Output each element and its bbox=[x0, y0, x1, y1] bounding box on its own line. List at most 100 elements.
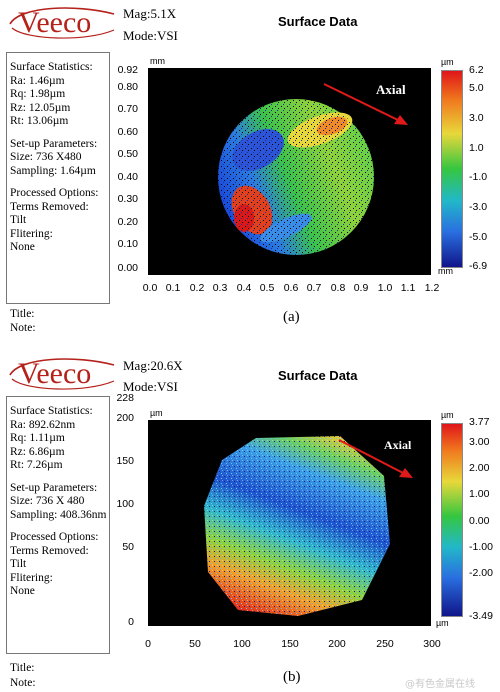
mode-label: Mode:VSI bbox=[123, 28, 178, 43]
logo-text: Veeco bbox=[18, 357, 92, 390]
note-label: Note: bbox=[10, 677, 36, 689]
colorbar-tick: 3.0 bbox=[469, 112, 484, 124]
x-unit: µm bbox=[436, 618, 449, 628]
x-tick-label: 150 bbox=[281, 638, 299, 650]
setup-heading: Set-up Parameters: bbox=[10, 481, 98, 494]
processed-none: None bbox=[10, 585, 35, 597]
colorbar-unit: µm bbox=[441, 410, 454, 420]
magnification-label: Mag:20.6X bbox=[123, 358, 183, 373]
processed-terms-removed: Terms Removed: bbox=[10, 544, 89, 557]
setup-size: Size: 736 X480 bbox=[10, 151, 82, 163]
x-tick-label: 0.0 bbox=[142, 282, 158, 294]
surface-data-title: Surface Data bbox=[278, 368, 358, 383]
x-tick-label: 300 bbox=[423, 638, 441, 650]
processed-tilt: Tilt bbox=[10, 558, 27, 570]
x-tick-label: 1.2 bbox=[424, 282, 440, 294]
colorbar-tick: -6.9 bbox=[469, 260, 488, 272]
x-tick-label: 0.7 bbox=[306, 282, 322, 294]
colorbar-tick: -2.00 bbox=[469, 567, 493, 579]
figure-caption: (b) bbox=[283, 669, 301, 685]
x-tick-label: 1.0 bbox=[377, 282, 393, 294]
processed-heading: Processed Options: bbox=[10, 531, 99, 543]
y-unit: µm bbox=[150, 408, 163, 418]
x-tick-label: 0.2 bbox=[189, 282, 205, 294]
colorbar-tick: -3.49 bbox=[469, 610, 493, 622]
colorbar-tick: 3.77 bbox=[469, 416, 490, 428]
y-tick-label: 0 bbox=[128, 616, 134, 628]
colorbar-tick: 1.0 bbox=[469, 142, 484, 154]
colorbar bbox=[441, 70, 463, 268]
colorbar-tick: 2.00 bbox=[469, 462, 490, 474]
y-unit: mm bbox=[150, 56, 165, 66]
note-label: Note: bbox=[10, 322, 36, 334]
stat-rt: Rt: 13.06µm bbox=[10, 115, 69, 127]
surface-map bbox=[148, 420, 431, 626]
colorbar-tick: -5.0 bbox=[469, 231, 488, 243]
veeco-logo: Veeco bbox=[6, 355, 118, 393]
processed-filtering: Flitering: bbox=[10, 227, 53, 240]
colorbar-unit: µm bbox=[441, 57, 454, 67]
x-tick-label: 0.4 bbox=[236, 282, 252, 294]
x-tick-label: 250 bbox=[376, 638, 394, 650]
axial-arrow bbox=[323, 83, 408, 125]
stat-rq: Rq: 1.11µm bbox=[10, 432, 65, 444]
x-tick-label: 0 bbox=[145, 638, 151, 650]
panel-b: Veeco Mag:20.6X Mode:VSI Surface Data Su… bbox=[0, 352, 500, 692]
stat-rz: Rz: 6.86µm bbox=[10, 445, 65, 458]
y-tick-label: 0.40 bbox=[117, 171, 138, 183]
setup-size: Size: 736 X 480 bbox=[10, 495, 85, 507]
x-tick-label: 0.9 bbox=[353, 282, 369, 294]
magnification-label: Mag:5.1X bbox=[123, 6, 177, 21]
y-tick-label: 0.60 bbox=[117, 126, 138, 138]
y-tick-label: 200 bbox=[116, 412, 134, 424]
panel-a: Veeco Mag:5.1X Mode:VSI Surface Data Sur… bbox=[0, 0, 500, 335]
colorbar-tick: 5.0 bbox=[469, 82, 484, 94]
title-label: Title: bbox=[10, 308, 35, 320]
statistics-panel: Surface Statistics: Ra: 892.62nm Rq: 1.1… bbox=[6, 396, 110, 654]
x-unit: mm bbox=[438, 266, 453, 276]
colorbar-tick: -1.00 bbox=[469, 541, 493, 553]
stat-rq: Rq: 1.98µm bbox=[10, 88, 66, 100]
y-tick-label: 0.10 bbox=[117, 238, 138, 250]
stat-rt: Rt: 7.26µm bbox=[10, 459, 63, 471]
y-tick-label: 228 bbox=[116, 392, 134, 404]
axial-label: Axial bbox=[376, 82, 406, 97]
title-label: Title: bbox=[10, 662, 35, 674]
colorbar-tick: 0.00 bbox=[469, 515, 490, 527]
x-tick-label: 0.1 bbox=[165, 282, 181, 294]
x-tick-label: 0.6 bbox=[283, 282, 299, 294]
colorbar-tick: 3.00 bbox=[469, 436, 490, 448]
processed-heading: Processed Options: bbox=[10, 187, 99, 199]
axial-arrow bbox=[338, 439, 413, 478]
veeco-logo: Veeco bbox=[6, 4, 118, 42]
colorbar-tick: 1.00 bbox=[469, 488, 490, 500]
setup-heading: Set-up Parameters: bbox=[10, 137, 98, 150]
y-tick-label: 0.00 bbox=[117, 262, 138, 274]
x-tick-label: 100 bbox=[233, 638, 251, 650]
logo-text: Veeco bbox=[18, 6, 92, 39]
colorbar-tick: -3.0 bbox=[469, 201, 488, 213]
surface-statistics-heading: Surface Statistics: bbox=[10, 61, 93, 73]
processed-terms-removed: Terms Removed: bbox=[10, 200, 89, 213]
colorbar-tick: 6.2 bbox=[469, 64, 484, 76]
statistics-panel: Surface Statistics: Ra: 1.46µm Rq: 1.98µ… bbox=[6, 52, 110, 304]
figure-caption: (a) bbox=[283, 309, 300, 325]
colorbar bbox=[441, 423, 463, 617]
y-tick-label: 50 bbox=[122, 541, 134, 553]
setup-sampling: Sampling: 1.64µm bbox=[10, 164, 96, 177]
y-tick-label: 0.92 bbox=[117, 64, 138, 76]
y-tick-label: 0.80 bbox=[117, 81, 138, 93]
y-tick-label: 0.50 bbox=[117, 148, 138, 160]
y-tick-label: 0.70 bbox=[117, 103, 138, 115]
x-tick-label: 1.1 bbox=[400, 282, 416, 294]
x-tick-label: 0.5 bbox=[259, 282, 275, 294]
stat-ra: Ra: 892.62nm bbox=[10, 418, 76, 431]
axial-label: Axial bbox=[384, 438, 412, 452]
x-tick-label: 0.8 bbox=[330, 282, 346, 294]
y-tick-label: 0.20 bbox=[117, 216, 138, 228]
processed-tilt: Tilt bbox=[10, 214, 27, 226]
x-tick-label: 200 bbox=[328, 638, 346, 650]
processed-none: None bbox=[10, 241, 35, 253]
stat-rz: Rz: 12.05µm bbox=[10, 101, 71, 114]
y-tick-label: 150 bbox=[116, 455, 134, 467]
